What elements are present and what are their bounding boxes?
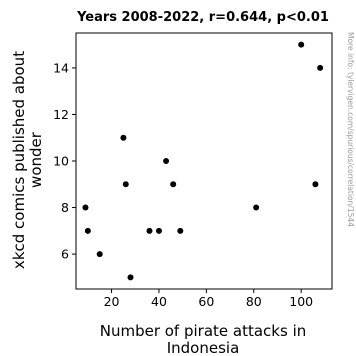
y-tick-label: 12 bbox=[53, 107, 69, 122]
scatter-point bbox=[177, 227, 184, 234]
x-axis-label-line-1: Number of pirate attacks in bbox=[100, 322, 307, 340]
x-tick-label: 60 bbox=[198, 294, 214, 309]
scatter-point bbox=[84, 227, 91, 234]
x-tick-label: 100 bbox=[289, 294, 313, 309]
scatter-point bbox=[127, 274, 134, 281]
scatter-point bbox=[82, 204, 89, 211]
x-axis-label: Number of pirate attacks in Indonesia bbox=[100, 322, 307, 356]
x-axis-label-line-2: Indonesia bbox=[167, 339, 240, 356]
scatter-point bbox=[253, 204, 260, 211]
chart-title: Years 2008-2022, r=0.644, p<0.01 bbox=[76, 10, 329, 25]
scatter-point bbox=[163, 158, 170, 164]
scatter-point bbox=[96, 251, 103, 258]
data-points bbox=[82, 41, 324, 281]
y-axis-label: xkcd comics published about wonder bbox=[10, 51, 45, 269]
y-tick-label: 10 bbox=[53, 154, 69, 169]
y-tick-label: 8 bbox=[61, 200, 69, 215]
y-axis-label-line-2: wonder bbox=[27, 131, 45, 188]
scatter-point bbox=[170, 181, 177, 188]
scatter-point bbox=[312, 181, 319, 188]
y-axis-label-line-1: xkcd comics published about bbox=[10, 51, 28, 269]
x-tick-label: 80 bbox=[246, 294, 262, 309]
axis-ticks: 20 40 60 80 100 6 8 10 12 14 bbox=[53, 60, 313, 309]
plot-area-frame bbox=[75, 32, 333, 290]
scatter-point bbox=[120, 134, 127, 141]
watermark-text: More info: tylervigen.com/spurious/corre… bbox=[346, 32, 355, 227]
scatter-point bbox=[122, 181, 129, 188]
x-tick-label: 20 bbox=[104, 294, 120, 309]
scatter-point bbox=[146, 227, 153, 234]
y-tick-label: 14 bbox=[53, 60, 69, 75]
scatter-point bbox=[155, 227, 162, 234]
scatter-point bbox=[317, 64, 324, 71]
scatter-point bbox=[298, 41, 305, 48]
y-tick-label: 6 bbox=[61, 247, 69, 262]
x-tick-label: 40 bbox=[151, 294, 167, 309]
